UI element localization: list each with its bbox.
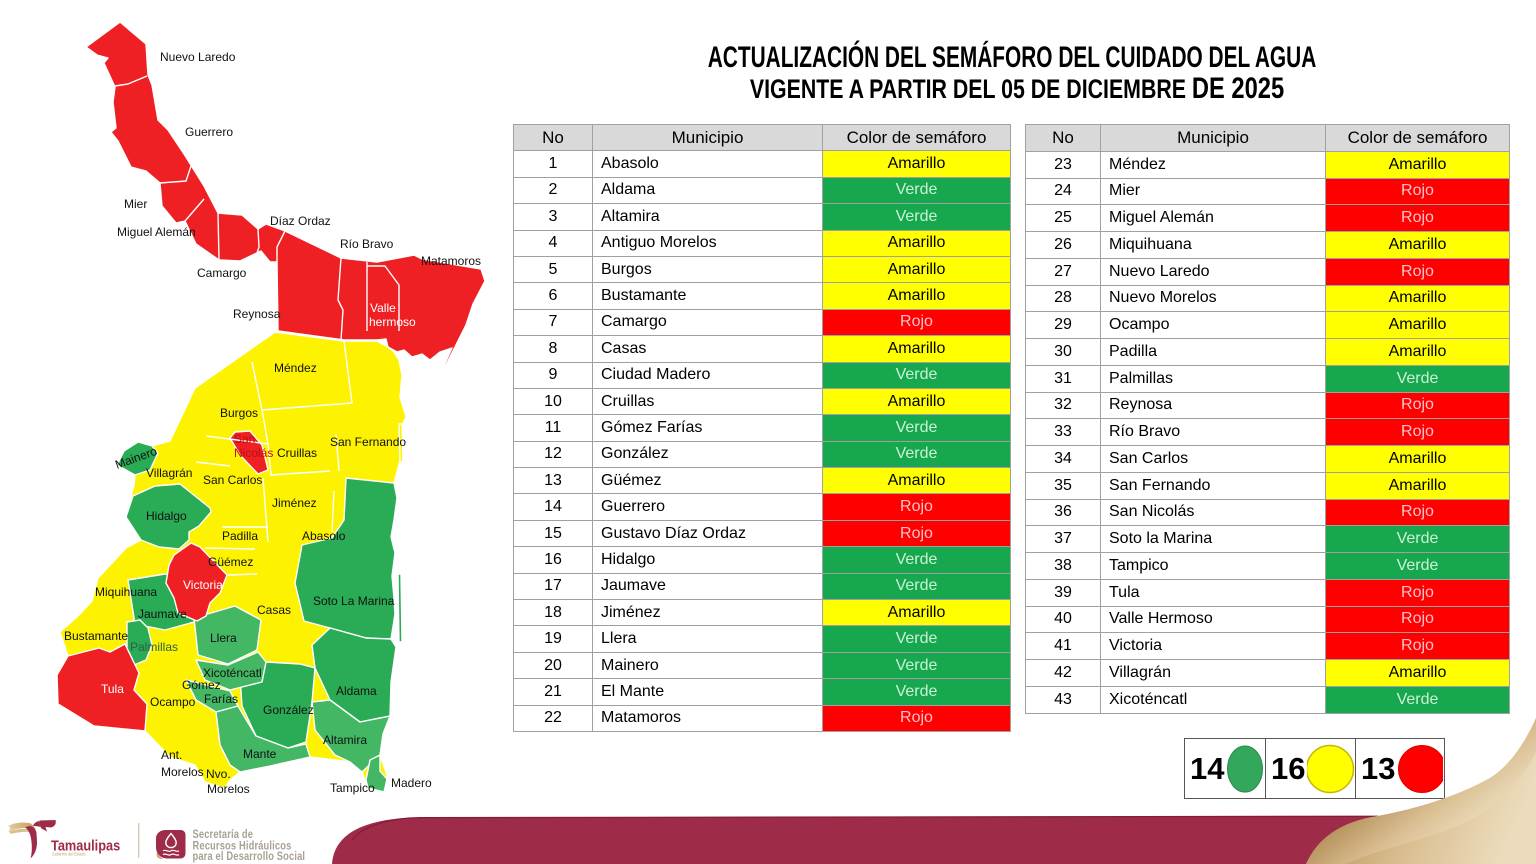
svg-text:Guerrero: Guerrero [185, 125, 233, 139]
svg-text:Jiménez: Jiménez [272, 496, 317, 510]
svg-text:Güémez: Güémez [208, 555, 253, 569]
svg-text:Morelos: Morelos [161, 765, 204, 779]
svg-text:Cruillas: Cruillas [277, 446, 317, 460]
svg-text:Ant.: Ant. [161, 748, 182, 762]
svg-text:Valle: Valle [370, 301, 396, 315]
svg-text:Recursos Hidráulicos: Recursos Hidráulicos [193, 840, 292, 853]
svg-text:Gómez: Gómez [182, 678, 221, 692]
svg-text:Victoria: Victoria [183, 578, 223, 592]
svg-text:Mier: Mier [124, 197, 147, 211]
svg-text:para el Desarrollo Social: para el Desarrollo Social [193, 850, 306, 863]
svg-text:Tampico: Tampico [330, 781, 375, 795]
svg-text:Hidalgo: Hidalgo [146, 509, 187, 523]
svg-text:Méndez: Méndez [274, 361, 317, 375]
svg-text:Miquihuana: Miquihuana [95, 585, 157, 599]
svg-text:Madero: Madero [391, 776, 432, 790]
svg-text:Farías: Farías [204, 692, 238, 706]
svg-text:Llera: Llera [210, 631, 237, 645]
svg-text:hermoso: hermoso [369, 315, 416, 329]
svg-text:Miguel Alemán: Miguel Alemán [117, 225, 196, 239]
svg-text:San Fernando: San Fernando [330, 435, 406, 449]
svg-text:Villagrán: Villagrán [146, 466, 192, 480]
svg-text:San: San [234, 432, 255, 446]
svg-text:Reynosa: Reynosa [233, 307, 281, 321]
svg-text:Matamoros: Matamoros [421, 254, 481, 268]
svg-text:Palmillas: Palmillas [130, 640, 178, 654]
svg-text:Bustamante: Bustamante [64, 629, 128, 643]
svg-text:Río Bravo: Río Bravo [340, 237, 394, 251]
svg-text:Aldama: Aldama [336, 684, 377, 698]
svg-text:Tamaulipas: Tamaulipas [51, 838, 121, 854]
svg-text:Secretaría de: Secretaría de [193, 828, 254, 841]
svg-text:Soto La Marina: Soto La Marina [313, 594, 395, 608]
svg-text:Mante: Mante [243, 747, 277, 761]
svg-text:Nuevo Laredo: Nuevo Laredo [160, 50, 236, 64]
svg-text:San Carlos: San Carlos [203, 473, 262, 487]
svg-text:Díaz Ordaz: Díaz Ordaz [270, 214, 331, 228]
svg-text:Xicoténcatl: Xicoténcatl [203, 666, 262, 680]
svg-text:Burgos: Burgos [220, 406, 258, 420]
svg-text:Morelos: Morelos [207, 782, 250, 796]
svg-text:Ocampo: Ocampo [150, 695, 196, 709]
svg-text:Jaumave: Jaumave [138, 607, 187, 621]
svg-text:Tula: Tula [101, 682, 124, 696]
svg-text:Padilla: Padilla [222, 529, 258, 543]
svg-text:Nvo.: Nvo. [206, 767, 231, 781]
svg-text:Abasolo: Abasolo [302, 529, 346, 543]
svg-text:Altamira: Altamira [323, 733, 367, 747]
svg-text:Camargo: Camargo [197, 266, 247, 280]
svg-text:González: González [263, 703, 314, 717]
svg-text:Casas: Casas [257, 603, 291, 617]
svg-text:Nicolás: Nicolás [234, 446, 273, 460]
svg-text:Gobierno del Estado: Gobierno del Estado [52, 851, 86, 856]
